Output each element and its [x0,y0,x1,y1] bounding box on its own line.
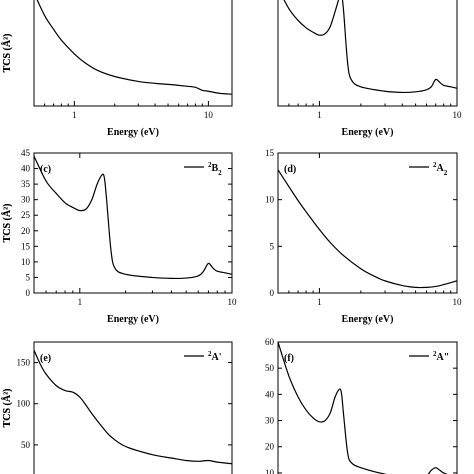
legend-main-e: A' [212,352,222,363]
legend-sup-c: 2 [208,161,212,169]
y-tick-label-c-35: 35 [21,179,31,189]
y-tick-label-c-0: 0 [26,288,31,298]
x-tick-label-c-1: 1 [78,297,83,307]
y-tick-label-c-40: 40 [21,164,31,174]
y-tick-label-c-15: 15 [21,241,31,251]
x-tick-label-c-10: 10 [228,297,238,307]
legend-sup-e: 2 [208,350,212,358]
x-tick-label-b-1: 1 [317,110,322,120]
plot-frame-c [33,152,233,294]
plot-frame-f [277,341,458,474]
y-tick-label-c-25: 25 [21,210,31,220]
y-axis-title-c: TCS (Å²) [1,204,13,243]
x-axis-title-d: Energy (eV) [342,314,394,325]
legend-sub-c: 2 [218,169,222,177]
plot-frame-b [277,0,458,107]
legend-text-e: 2A' [208,350,222,363]
y-tick-label-d-10: 10 [265,195,275,205]
series-line-c-0 [34,155,232,280]
legend-sup-f: 2 [433,350,437,358]
legend-text-f: 2A" [433,350,449,363]
y-tick-label-d-0: 0 [270,288,275,298]
y-tick-label-f-50: 50 [265,363,275,373]
panel-b: 1 10 Energy (eV) TCS (Å²) [1,0,462,138]
y-tick-label-c-20: 20 [21,226,31,236]
plot-frame-a [33,0,233,107]
y-tick-label-c-45: 45 [21,148,31,158]
panel-label-d: (d) [284,164,296,175]
legend-main-c: B [212,163,219,174]
x-tick-label-a-1: 1 [72,110,77,120]
legend-main-f: A" [437,352,450,363]
y-tick-label-d-5: 5 [270,241,275,251]
panel-label-c: (c) [40,164,51,175]
x-axis-title-a: Energy (eV) [107,127,159,138]
y-tick-label-f-60: 60 [265,337,275,347]
legend-sup-d: 2 [433,161,437,169]
y-tick-label-f-10: 10 [265,468,275,474]
series-line-f-0 [278,342,448,474]
y-tick-label-c-30: 30 [21,195,31,205]
panel-c: 1 10 0 5 10 15 20 25 30 35 40 45 Energy (eV) TCS (Å²)… [1,148,237,325]
series-line-b-0 [283,0,457,94]
x-tick-label-a-10: 10 [204,110,214,120]
panel-e: 50 100 150 TCS (Å²) (e) 2A' [1,341,233,474]
plot-frame-e [33,341,233,474]
y-tick-label-c-10: 10 [21,257,31,267]
y-tick-label-d-15: 15 [265,148,275,158]
y-axis-title-d: TCS (Å²) [1,204,13,243]
series-line-e-0 [34,349,232,465]
y-axis-title-e: TCS (Å²) [1,389,13,428]
series-line-a-0 [36,0,232,95]
legend-sub-d: 2 [444,169,448,177]
panel-a: 1 10 Energy (eV) TCS (Å²) [1,0,233,138]
y-axis-title-a: TCS (Å²) [1,34,13,73]
x-axis-title-b: Energy (eV) [342,127,394,138]
y-tick-label-f-40: 40 [265,389,275,399]
y-tick-label-e-100: 100 [17,399,31,409]
legend-main-d: A [437,163,445,174]
y-tick-label-e-50: 50 [21,440,31,450]
y-tick-label-e-150: 150 [17,358,31,368]
y-tick-label-f-20: 20 [265,442,275,452]
y-axis-title-f: TCS (Å²) [1,389,13,428]
y-tick-label-c-5: 5 [26,272,31,282]
plot-frame-d [277,152,458,294]
x-axis-title-c: Energy (eV) [107,314,159,325]
x-tick-label-b-10: 10 [453,110,463,120]
series-line-d-0 [278,169,457,289]
legend-text-c: 2B2 [208,161,222,177]
y-tick-label-f-30: 30 [265,416,275,426]
x-tick-label-d-10: 10 [453,297,463,307]
x-tick-label-d-1: 1 [317,297,322,307]
panel-label-f: (f) [284,353,294,364]
y-axis-title-b: TCS (Å²) [1,34,13,73]
panel-label-e: (e) [40,353,51,364]
legend-text-d: 2A2 [433,161,448,177]
